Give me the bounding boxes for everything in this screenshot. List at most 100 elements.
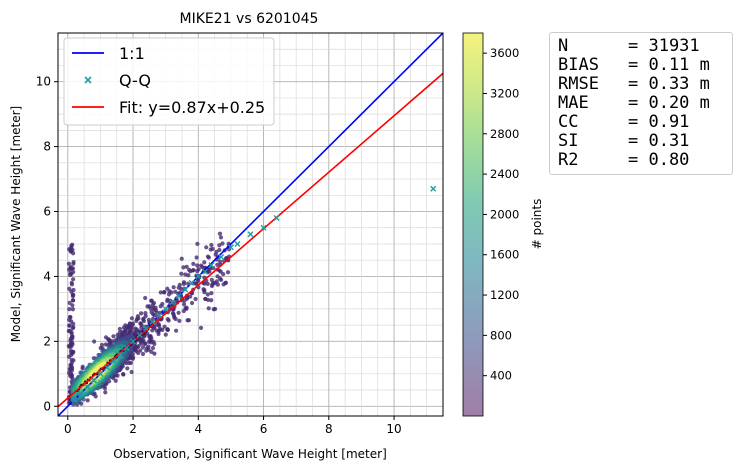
- qq-marker: [97, 370, 104, 377]
- scatter-point: [208, 247, 213, 252]
- qq-marker: [273, 215, 280, 222]
- scatter-point: [71, 261, 76, 266]
- qq-marker: [90, 377, 97, 384]
- qq-marker: [84, 383, 91, 390]
- chart-title: MIKE21 vs 6201045: [180, 11, 319, 27]
- stat-row: SI = 0.31: [558, 132, 732, 151]
- scatter-point: [66, 343, 71, 349]
- stat-value: = 0.91: [628, 112, 690, 132]
- scatter-point: [179, 286, 184, 292]
- qq-marker: [188, 279, 195, 286]
- scatter-point: [154, 328, 159, 333]
- qq-marker: [169, 299, 176, 306]
- scatter-point: [138, 311, 144, 316]
- scatter-point: [71, 325, 76, 330]
- scatter-point: [193, 296, 198, 302]
- scatter-point: [221, 282, 226, 287]
- scatter-point: [85, 398, 90, 403]
- scatter-point: [134, 318, 139, 323]
- plot-frame: [57, 32, 444, 417]
- colorbar-tick-label: 800: [490, 328, 512, 342]
- scatter-point: [225, 270, 231, 275]
- qq-marker: [227, 244, 234, 251]
- scatter-point: [188, 269, 193, 274]
- scatter-point: [217, 243, 222, 248]
- scatter-point: [201, 287, 206, 292]
- qq-marker: [71, 396, 78, 403]
- scatter-point: [185, 318, 190, 323]
- scatter-point: [218, 235, 224, 240]
- scatter-point: [148, 306, 153, 311]
- scatter-point: [210, 282, 215, 287]
- scatter-point: [176, 310, 181, 315]
- scatter-point: [162, 290, 167, 295]
- x-axis-label: Observation, Significant Wave Height [me…: [113, 447, 387, 461]
- scatter-point: [198, 325, 204, 330]
- scatter-point: [129, 369, 134, 375]
- stat-key: MAE: [558, 93, 589, 113]
- stat-value: = 0.11 m: [628, 55, 710, 75]
- stat-row: RMSE = 0.33 m: [558, 75, 732, 94]
- stat-value: = 31931: [628, 36, 700, 56]
- scatter-point: [70, 298, 76, 303]
- scatter-point: [215, 274, 220, 279]
- scatter-point: [158, 290, 163, 295]
- scatter-point: [191, 261, 196, 266]
- scatter-point: [209, 242, 214, 248]
- colorbar-tick-label: 3600: [490, 46, 519, 60]
- scatter-point: [66, 354, 72, 359]
- scatter-point: [121, 372, 126, 377]
- scatter-point: [217, 259, 223, 264]
- qq-marker: [201, 268, 208, 275]
- scatter-point: [68, 373, 73, 378]
- scatter-point: [195, 269, 200, 274]
- colorbar-tick-label: 2800: [490, 127, 519, 141]
- x-tick-label: 0: [64, 422, 72, 436]
- scatter-point: [67, 317, 72, 322]
- scatter-point: [189, 300, 195, 306]
- y-tick-label: 0: [43, 399, 51, 413]
- scatter-point: [205, 281, 210, 286]
- scatter-point: [181, 281, 187, 287]
- legend-label-fit: Fit: y=0.87x+0.25: [119, 98, 265, 117]
- scatter-point: [70, 351, 75, 356]
- qq-marker: [103, 364, 110, 371]
- colorbar-tick-label: 1600: [490, 248, 519, 262]
- scatter-point: [141, 319, 146, 324]
- scatter-point: [68, 248, 73, 253]
- qq-marker: [260, 224, 267, 231]
- stat-value: = 0.20 m: [628, 93, 710, 113]
- scatter-point: [177, 318, 182, 323]
- scatter-point: [66, 328, 71, 334]
- scatter-point: [162, 324, 167, 329]
- stat-key: RMSE: [558, 74, 599, 94]
- scatter-point: [181, 308, 186, 314]
- stat-key: CC: [558, 112, 579, 132]
- legend-label-qq: Q-Q: [119, 71, 151, 90]
- x-tick-label: 6: [260, 422, 268, 436]
- scatter-point: [67, 307, 72, 312]
- scatter-point: [146, 339, 152, 344]
- qq-marker: [110, 357, 117, 364]
- scatter-point: [68, 363, 73, 368]
- qq-marker: [162, 305, 169, 312]
- scatter-point: [69, 357, 74, 363]
- scatter-point: [166, 292, 172, 297]
- y-tick-label: 4: [43, 269, 51, 283]
- qq-marker: [123, 344, 130, 351]
- scatter-point: [68, 264, 73, 270]
- colorbar-tick-label: 400: [490, 369, 512, 383]
- scatter-point: [174, 328, 179, 333]
- scatter-point: [220, 241, 225, 246]
- scatter-point: [147, 334, 152, 339]
- stat-row: MAE = 0.20 m: [558, 94, 732, 113]
- stat-key: SI: [558, 131, 579, 151]
- x-tick-label: 4: [194, 422, 202, 436]
- fit-line: [58, 72, 443, 408]
- qq-marker: [136, 331, 143, 338]
- qq-markers: [71, 185, 437, 403]
- x-tick-label: 8: [325, 422, 333, 436]
- scatter-point: [103, 390, 108, 395]
- qq-marker: [195, 273, 202, 280]
